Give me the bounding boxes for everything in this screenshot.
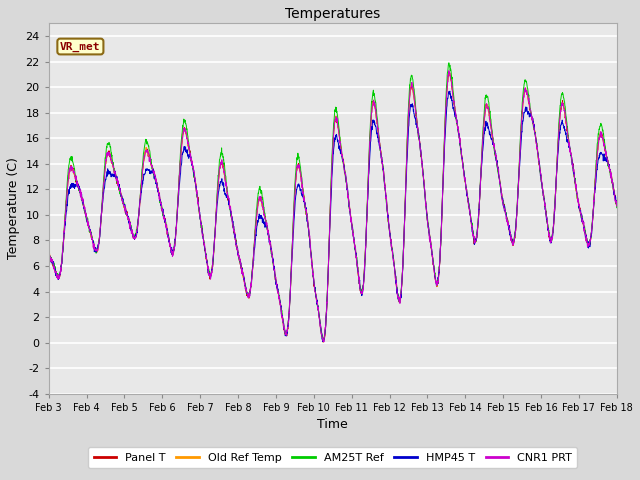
Panel T bbox=[204, 260, 211, 266]
CNR1 PRT bbox=[45, 251, 52, 256]
AM25T Ref bbox=[613, 203, 621, 209]
Line: AM25T Ref: AM25T Ref bbox=[49, 62, 617, 340]
HMP45 T bbox=[319, 339, 327, 345]
Old Ref Temp bbox=[445, 70, 453, 76]
Old Ref Temp bbox=[204, 260, 211, 266]
Panel T bbox=[445, 71, 453, 77]
HMP45 T bbox=[362, 242, 369, 248]
AM25T Ref bbox=[499, 194, 506, 200]
Old Ref Temp bbox=[45, 252, 52, 257]
Old Ref Temp bbox=[319, 338, 327, 344]
Line: Panel T: Panel T bbox=[49, 74, 617, 342]
AM25T Ref bbox=[446, 59, 454, 65]
HMP45 T bbox=[445, 89, 452, 95]
CNR1 PRT bbox=[320, 339, 328, 345]
Panel T bbox=[45, 249, 52, 254]
AM25T Ref bbox=[563, 122, 571, 128]
AM25T Ref bbox=[362, 242, 369, 248]
Panel T bbox=[499, 195, 506, 201]
Y-axis label: Temperature (C): Temperature (C) bbox=[7, 157, 20, 260]
Old Ref Temp bbox=[579, 221, 587, 227]
Old Ref Temp bbox=[613, 203, 621, 209]
CNR1 PRT bbox=[563, 126, 571, 132]
CNR1 PRT bbox=[349, 232, 357, 238]
HMP45 T bbox=[579, 222, 587, 228]
CNR1 PRT bbox=[613, 204, 621, 210]
Line: Old Ref Temp: Old Ref Temp bbox=[49, 73, 617, 341]
HMP45 T bbox=[499, 195, 506, 201]
HMP45 T bbox=[613, 203, 621, 208]
Old Ref Temp bbox=[362, 243, 369, 249]
Panel T bbox=[362, 241, 369, 247]
Panel T bbox=[613, 203, 621, 209]
HMP45 T bbox=[563, 135, 571, 141]
AM25T Ref bbox=[204, 260, 211, 266]
Old Ref Temp bbox=[349, 236, 357, 241]
Panel T bbox=[320, 339, 328, 345]
Panel T bbox=[563, 125, 571, 131]
Legend: Panel T, Old Ref Temp, AM25T Ref, HMP45 T, CNR1 PRT: Panel T, Old Ref Temp, AM25T Ref, HMP45 … bbox=[88, 447, 577, 468]
Text: VR_met: VR_met bbox=[60, 41, 100, 52]
CNR1 PRT bbox=[362, 244, 369, 250]
HMP45 T bbox=[349, 236, 357, 241]
Panel T bbox=[349, 235, 357, 241]
HMP45 T bbox=[204, 259, 211, 264]
Line: HMP45 T: HMP45 T bbox=[49, 92, 617, 342]
Panel T bbox=[579, 218, 587, 224]
Old Ref Temp bbox=[563, 127, 571, 132]
CNR1 PRT bbox=[204, 262, 211, 268]
AM25T Ref bbox=[45, 251, 52, 257]
CNR1 PRT bbox=[445, 69, 453, 75]
Line: CNR1 PRT: CNR1 PRT bbox=[49, 72, 617, 342]
Title: Temperatures: Temperatures bbox=[285, 7, 380, 21]
AM25T Ref bbox=[349, 233, 357, 239]
AM25T Ref bbox=[579, 217, 587, 223]
AM25T Ref bbox=[320, 337, 328, 343]
Old Ref Temp bbox=[499, 197, 506, 203]
HMP45 T bbox=[45, 252, 52, 258]
X-axis label: Time: Time bbox=[317, 418, 348, 431]
CNR1 PRT bbox=[499, 195, 506, 201]
CNR1 PRT bbox=[579, 221, 587, 227]
